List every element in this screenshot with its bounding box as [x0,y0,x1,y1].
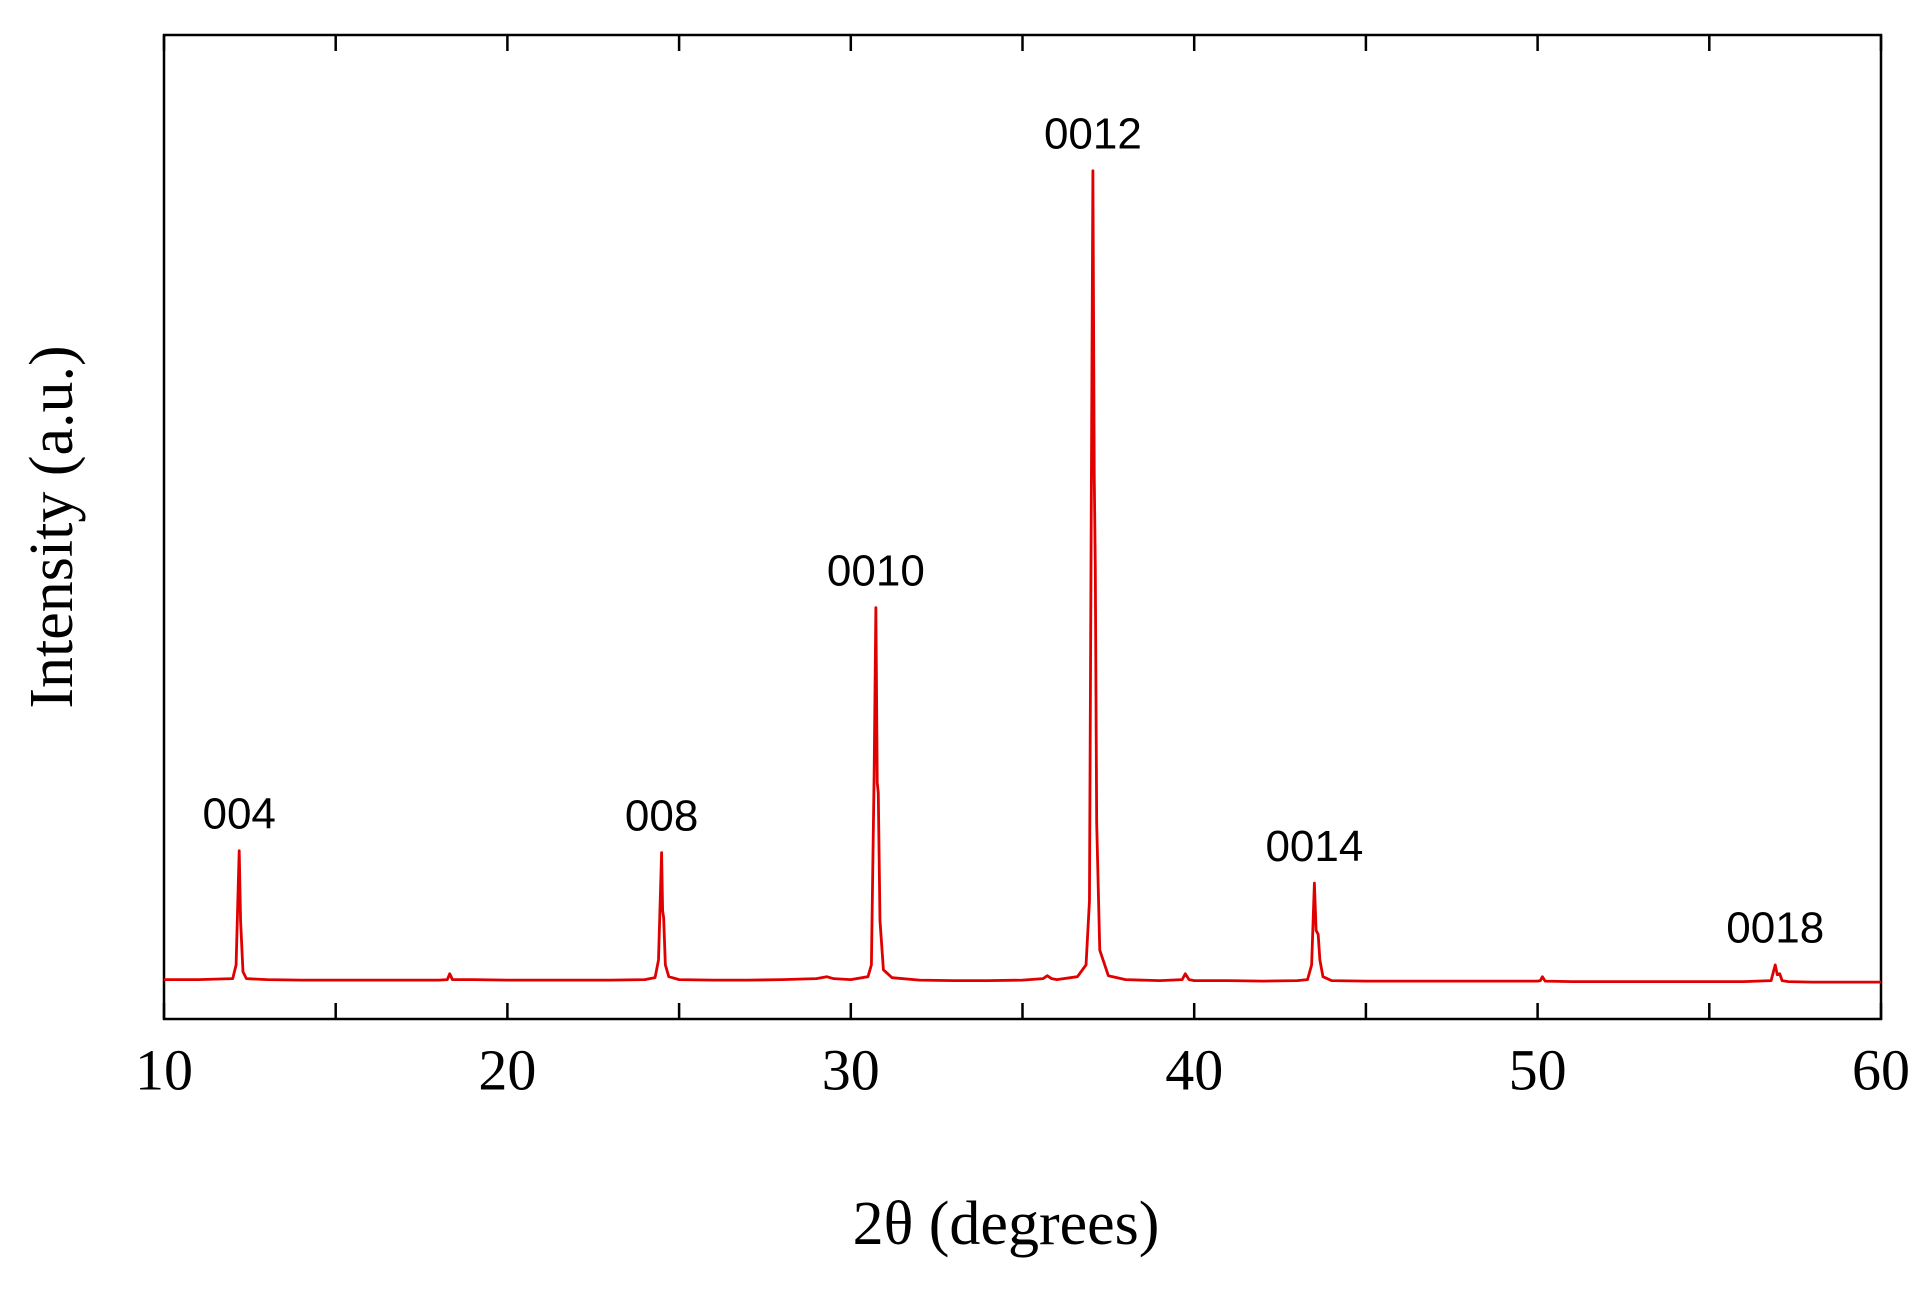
x-axis-title: 2θ (degrees) [853,1190,1160,1258]
x-tick-label: 10 [135,1037,193,1102]
x-tick-label: 40 [1165,1037,1223,1102]
intensity-line [164,169,1881,984]
peak-label: 0012 [1044,109,1142,158]
peak-label: 0014 [1265,822,1363,871]
plot-frame [162,33,1883,1021]
peak-label: 0010 [827,546,925,595]
x-tick-label: 20 [478,1037,536,1102]
x-tick-label: 60 [1852,1037,1910,1102]
x-tick-label: 30 [822,1037,880,1102]
peak-label: 004 [202,789,275,838]
peak-label: 0018 [1726,904,1824,953]
y-axis-title: Intensity (a.u.) [18,345,86,708]
peak-label: 008 [625,791,698,840]
x-tick-label: 50 [1509,1037,1567,1102]
